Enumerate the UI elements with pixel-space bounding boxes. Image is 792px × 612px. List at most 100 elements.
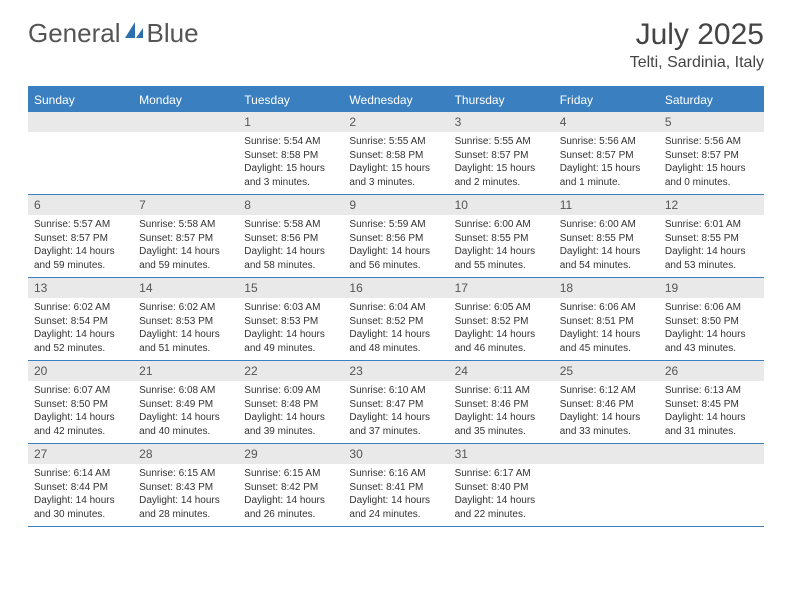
logo-sail-icon — [123, 18, 145, 49]
calendar-cell: 23Sunrise: 6:10 AMSunset: 8:47 PMDayligh… — [343, 361, 448, 443]
day-details: Sunrise: 5:58 AMSunset: 8:57 PMDaylight:… — [133, 215, 238, 277]
day-number: 3 — [449, 112, 554, 132]
day-number: 2 — [343, 112, 448, 132]
calendar-cell: 16Sunrise: 6:04 AMSunset: 8:52 PMDayligh… — [343, 278, 448, 360]
calendar-cell: 13Sunrise: 6:02 AMSunset: 8:54 PMDayligh… — [28, 278, 133, 360]
day-number: 12 — [659, 195, 764, 215]
week-row: 13Sunrise: 6:02 AMSunset: 8:54 PMDayligh… — [28, 278, 764, 361]
day-number: 10 — [449, 195, 554, 215]
day-details: Sunrise: 6:03 AMSunset: 8:53 PMDaylight:… — [238, 298, 343, 360]
day-number: 15 — [238, 278, 343, 298]
calendar-cell: 8Sunrise: 5:58 AMSunset: 8:56 PMDaylight… — [238, 195, 343, 277]
dow-header: Thursday — [449, 88, 554, 112]
dow-header: Tuesday — [238, 88, 343, 112]
location-subtitle: Telti, Sardinia, Italy — [630, 54, 764, 72]
day-details: Sunrise: 5:54 AMSunset: 8:58 PMDaylight:… — [238, 132, 343, 194]
day-number: 29 — [238, 444, 343, 464]
day-details: Sunrise: 5:58 AMSunset: 8:56 PMDaylight:… — [238, 215, 343, 277]
day-details: Sunrise: 6:09 AMSunset: 8:48 PMDaylight:… — [238, 381, 343, 443]
calendar-cell: 14Sunrise: 6:02 AMSunset: 8:53 PMDayligh… — [133, 278, 238, 360]
calendar-cell — [133, 112, 238, 194]
dow-header: Saturday — [659, 88, 764, 112]
dow-header: Friday — [554, 88, 659, 112]
day-details: Sunrise: 6:14 AMSunset: 8:44 PMDaylight:… — [28, 464, 133, 526]
day-number: 25 — [554, 361, 659, 381]
day-number: 14 — [133, 278, 238, 298]
day-details: Sunrise: 6:06 AMSunset: 8:51 PMDaylight:… — [554, 298, 659, 360]
calendar-cell: 15Sunrise: 6:03 AMSunset: 8:53 PMDayligh… — [238, 278, 343, 360]
week-row: 20Sunrise: 6:07 AMSunset: 8:50 PMDayligh… — [28, 361, 764, 444]
dow-header: Sunday — [28, 88, 133, 112]
logo: General Blue — [28, 18, 199, 49]
day-number — [554, 444, 659, 464]
day-number — [133, 112, 238, 132]
calendar-cell: 12Sunrise: 6:01 AMSunset: 8:55 PMDayligh… — [659, 195, 764, 277]
day-details: Sunrise: 6:12 AMSunset: 8:46 PMDaylight:… — [554, 381, 659, 443]
day-number: 30 — [343, 444, 448, 464]
day-details: Sunrise: 6:08 AMSunset: 8:49 PMDaylight:… — [133, 381, 238, 443]
day-number: 1 — [238, 112, 343, 132]
calendar-cell: 25Sunrise: 6:12 AMSunset: 8:46 PMDayligh… — [554, 361, 659, 443]
calendar-cell — [659, 444, 764, 526]
day-details: Sunrise: 6:04 AMSunset: 8:52 PMDaylight:… — [343, 298, 448, 360]
calendar-cell — [28, 112, 133, 194]
day-number: 27 — [28, 444, 133, 464]
day-details: Sunrise: 6:13 AMSunset: 8:45 PMDaylight:… — [659, 381, 764, 443]
day-details: Sunrise: 5:56 AMSunset: 8:57 PMDaylight:… — [659, 132, 764, 194]
day-details: Sunrise: 6:00 AMSunset: 8:55 PMDaylight:… — [554, 215, 659, 277]
day-number: 5 — [659, 112, 764, 132]
day-details: Sunrise: 6:10 AMSunset: 8:47 PMDaylight:… — [343, 381, 448, 443]
day-details: Sunrise: 5:59 AMSunset: 8:56 PMDaylight:… — [343, 215, 448, 277]
day-details: Sunrise: 6:11 AMSunset: 8:46 PMDaylight:… — [449, 381, 554, 443]
calendar-cell: 20Sunrise: 6:07 AMSunset: 8:50 PMDayligh… — [28, 361, 133, 443]
day-number: 31 — [449, 444, 554, 464]
day-details: Sunrise: 5:55 AMSunset: 8:58 PMDaylight:… — [343, 132, 448, 194]
calendar-cell: 30Sunrise: 6:16 AMSunset: 8:41 PMDayligh… — [343, 444, 448, 526]
day-number: 22 — [238, 361, 343, 381]
day-details: Sunrise: 6:02 AMSunset: 8:54 PMDaylight:… — [28, 298, 133, 360]
day-details: Sunrise: 6:05 AMSunset: 8:52 PMDaylight:… — [449, 298, 554, 360]
day-details: Sunrise: 6:15 AMSunset: 8:43 PMDaylight:… — [133, 464, 238, 526]
dow-header: Wednesday — [343, 88, 448, 112]
day-number: 20 — [28, 361, 133, 381]
day-number: 13 — [28, 278, 133, 298]
day-details: Sunrise: 5:57 AMSunset: 8:57 PMDaylight:… — [28, 215, 133, 277]
title-block: July 2025 Telti, Sardinia, Italy — [630, 18, 764, 72]
day-number: 19 — [659, 278, 764, 298]
calendar-cell: 1Sunrise: 5:54 AMSunset: 8:58 PMDaylight… — [238, 112, 343, 194]
logo-text-part1: General — [28, 18, 121, 49]
calendar-cell: 2Sunrise: 5:55 AMSunset: 8:58 PMDaylight… — [343, 112, 448, 194]
calendar-cell: 27Sunrise: 6:14 AMSunset: 8:44 PMDayligh… — [28, 444, 133, 526]
day-number: 26 — [659, 361, 764, 381]
week-row: 1Sunrise: 5:54 AMSunset: 8:58 PMDaylight… — [28, 112, 764, 195]
calendar-cell: 26Sunrise: 6:13 AMSunset: 8:45 PMDayligh… — [659, 361, 764, 443]
day-number: 28 — [133, 444, 238, 464]
day-number: 9 — [343, 195, 448, 215]
day-number: 7 — [133, 195, 238, 215]
calendar-cell: 17Sunrise: 6:05 AMSunset: 8:52 PMDayligh… — [449, 278, 554, 360]
calendar-cell: 28Sunrise: 6:15 AMSunset: 8:43 PMDayligh… — [133, 444, 238, 526]
day-details: Sunrise: 6:15 AMSunset: 8:42 PMDaylight:… — [238, 464, 343, 526]
calendar-cell: 31Sunrise: 6:17 AMSunset: 8:40 PMDayligh… — [449, 444, 554, 526]
calendar-cell: 18Sunrise: 6:06 AMSunset: 8:51 PMDayligh… — [554, 278, 659, 360]
calendar-cell: 29Sunrise: 6:15 AMSunset: 8:42 PMDayligh… — [238, 444, 343, 526]
day-details: Sunrise: 5:56 AMSunset: 8:57 PMDaylight:… — [554, 132, 659, 194]
day-number: 21 — [133, 361, 238, 381]
day-of-week-header-row: SundayMondayTuesdayWednesdayThursdayFrid… — [28, 88, 764, 112]
dow-header: Monday — [133, 88, 238, 112]
day-number: 4 — [554, 112, 659, 132]
day-details: Sunrise: 6:07 AMSunset: 8:50 PMDaylight:… — [28, 381, 133, 443]
calendar-cell: 22Sunrise: 6:09 AMSunset: 8:48 PMDayligh… — [238, 361, 343, 443]
header: General Blue July 2025 Telti, Sardinia, … — [0, 0, 792, 78]
day-details: Sunrise: 6:01 AMSunset: 8:55 PMDaylight:… — [659, 215, 764, 277]
calendar-cell: 10Sunrise: 6:00 AMSunset: 8:55 PMDayligh… — [449, 195, 554, 277]
day-details: Sunrise: 6:16 AMSunset: 8:41 PMDaylight:… — [343, 464, 448, 526]
calendar-cell: 6Sunrise: 5:57 AMSunset: 8:57 PMDaylight… — [28, 195, 133, 277]
calendar-cell: 19Sunrise: 6:06 AMSunset: 8:50 PMDayligh… — [659, 278, 764, 360]
calendar-cell: 5Sunrise: 5:56 AMSunset: 8:57 PMDaylight… — [659, 112, 764, 194]
day-details: Sunrise: 5:55 AMSunset: 8:57 PMDaylight:… — [449, 132, 554, 194]
day-number: 23 — [343, 361, 448, 381]
day-number: 17 — [449, 278, 554, 298]
calendar: SundayMondayTuesdayWednesdayThursdayFrid… — [28, 86, 764, 527]
calendar-cell — [554, 444, 659, 526]
